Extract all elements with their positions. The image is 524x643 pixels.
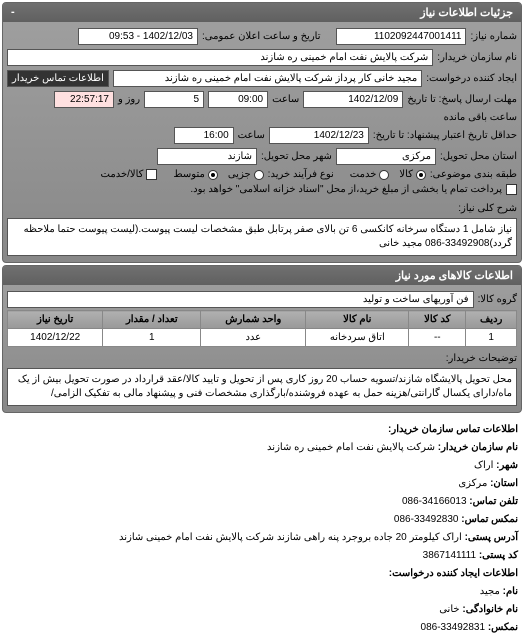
buyer-label: نام سازمان خریدار: [437, 52, 517, 63]
requester-label: ایجاد کننده درخواست: [426, 73, 517, 84]
deal-type-label: طبقه بندی موضوعی: [430, 169, 517, 180]
desc-text: نیاز شامل 1 دستگاه سرخانه کانکسی 6 تن با… [7, 218, 517, 256]
table-header: کد کالا [409, 311, 466, 329]
goods-header: اطلاعات کالاهای مورد نیاز [396, 270, 513, 282]
note-text: پرداخت تمام یا بخشی از مبلغ خرید،از محل … [190, 184, 502, 195]
validity-label: حداقل تاریخ اعتبار پیشنهاد: تا تاریخ: [373, 130, 517, 141]
table-header: واحد شمارش [201, 311, 306, 329]
group-field: فن آوریهای ساخت و تولید [7, 291, 474, 308]
delivery-province: مرکزی [336, 148, 436, 165]
group-label: گروه کالا: [478, 294, 517, 305]
contact-section: اطلاعات تماس سازمان خریدار: نام سازمان خ… [0, 415, 524, 643]
delivery-note-text: محل تحویل پالایشگاه شازند/تسویه حساب 20 … [7, 368, 517, 406]
remain-days: 5 [144, 91, 204, 108]
announce-label: تاریخ و ساعت اعلان عمومی: [202, 31, 321, 42]
payment-group: جزیی متوسط [173, 169, 263, 180]
desc-label: شرح کلی نیاز: [457, 203, 517, 214]
remain-time: 22:57:17 [54, 91, 114, 108]
time-label-1: ساعت [272, 94, 299, 105]
delivery-note-label: توضیحات خریدار: [457, 353, 517, 364]
payment-label: نوع فرآیند خرید: [268, 169, 334, 180]
radio-goods[interactable]: کالا [399, 169, 426, 180]
request-no-label: شماره نیاز: [470, 31, 517, 42]
deal-type-group: کالا خدمت [350, 169, 426, 180]
remain-label: ساعت باقی مانده [444, 112, 517, 123]
note-checkbox[interactable] [506, 184, 517, 195]
goods-table: ردیفکد کالانام کالاواحد شمارشتعداد / مقد… [7, 310, 517, 347]
table-header: تاریخ نیاز [8, 311, 103, 329]
delivery-prov-label: استان محل تحویل: [440, 151, 517, 162]
remain-days-label: روز و [118, 94, 140, 105]
radio-small[interactable]: جزیی [228, 169, 264, 180]
requester-field: مجید خانی کار پرداز شرکت پالایش نفت امام… [113, 70, 422, 87]
deadline-date: 1402/12/09 [303, 91, 403, 108]
table-header: تعداد / مقدار [103, 311, 201, 329]
delivery-city-label: شهر محل تحویل: [261, 151, 332, 162]
validity-date: 1402/12/23 [269, 127, 369, 144]
validity-time: 16:00 [174, 127, 234, 144]
request-no-field: 1102092447001411 [336, 28, 466, 45]
deadline-time: 09:00 [208, 91, 268, 108]
radio-service[interactable]: خدمت [350, 169, 390, 180]
delivery-city: شازند [157, 148, 257, 165]
panel-title: جزئیات اطلاعات نیاز [420, 7, 513, 19]
table-header: ردیف [466, 311, 517, 329]
table-header: نام کالا [306, 311, 409, 329]
pay-check[interactable]: کالا/خدمت [101, 169, 158, 180]
table-row: 1--اتاق سردخانهعدد11402/12/22 [8, 329, 517, 347]
buyer-field: شرکت پالایش نفت امام خمینی ره شازند [7, 49, 433, 66]
collapse-icon[interactable]: - [11, 6, 15, 18]
contact-link[interactable]: اطلاعات تماس خریدار [7, 70, 109, 87]
radio-medium[interactable]: متوسط [173, 169, 217, 180]
contact-header: اطلاعات تماس سازمان خریدار: [388, 424, 518, 435]
req-header: اطلاعات ایجاد کننده درخواست: [389, 568, 518, 579]
deadline-label: مهلت ارسال پاسخ: تا تاریخ [407, 94, 517, 105]
time-label-2: ساعت [238, 130, 265, 141]
announce-field: 1402/12/03 - 09:53 [78, 28, 198, 45]
